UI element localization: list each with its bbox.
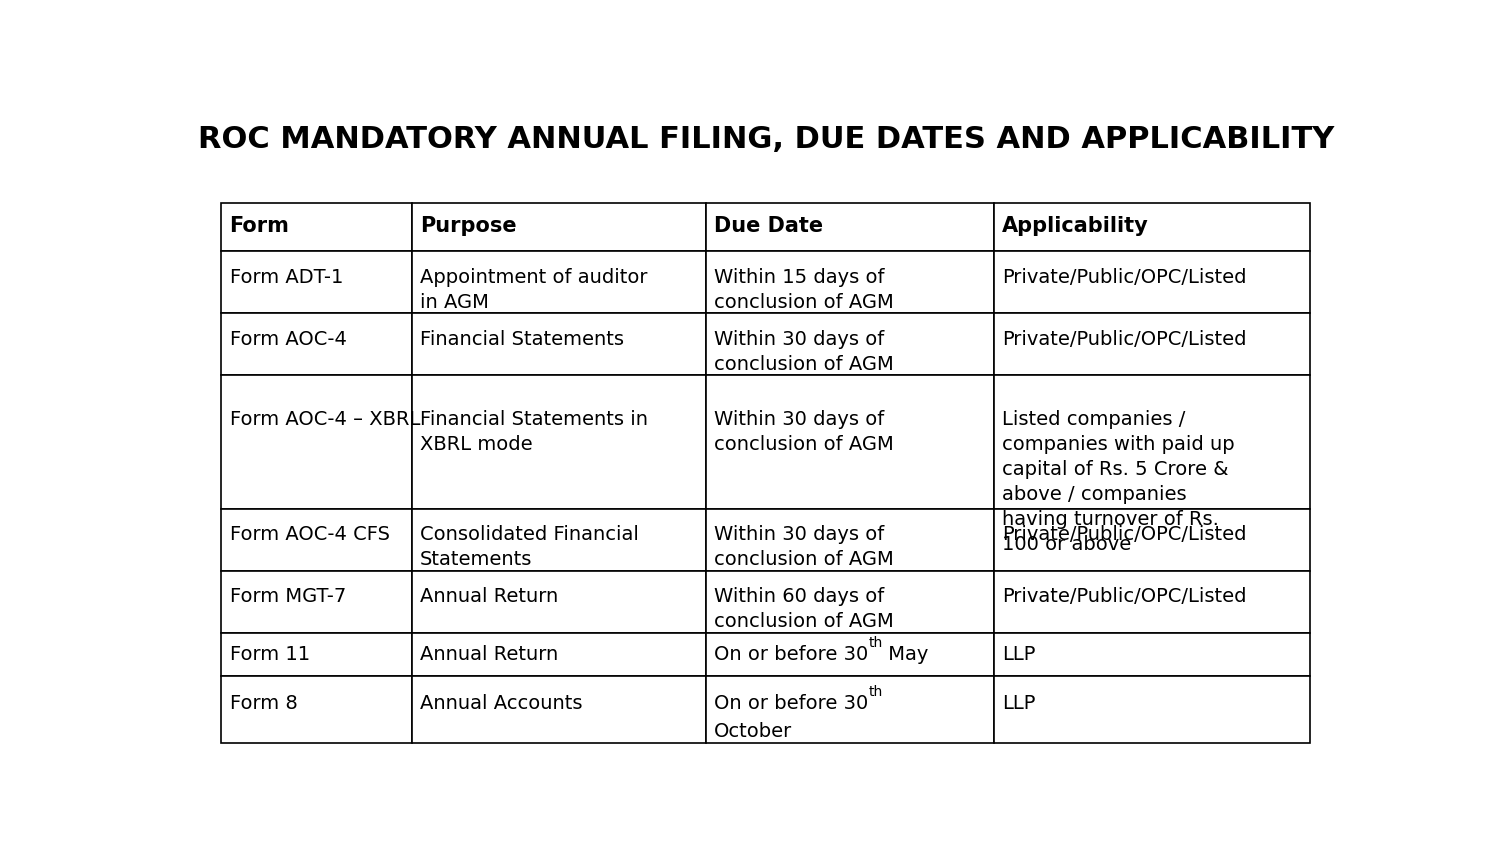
Bar (221, 676, 412, 743)
Text: Financial Statements: Financial Statements (420, 329, 624, 348)
Text: May: May (883, 644, 929, 663)
Text: Within 30 days of
conclusion of AGM: Within 30 days of conclusion of AGM (714, 329, 893, 374)
Text: Private/Public/OPC/Listed: Private/Public/OPC/Listed (1002, 267, 1247, 287)
Bar (705, 509, 994, 572)
Bar (412, 633, 705, 676)
Text: Applicability: Applicability (1002, 216, 1149, 236)
Text: On or before 30: On or before 30 (714, 644, 868, 663)
Bar (412, 572, 705, 633)
Bar (705, 376, 994, 509)
Text: Consolidated Financial
Statements: Consolidated Financial Statements (420, 525, 639, 569)
Bar (994, 376, 1310, 509)
Text: Form 11: Form 11 (230, 644, 309, 663)
Text: Appointment of auditor
in AGM: Appointment of auditor in AGM (420, 267, 647, 311)
Bar (705, 633, 994, 676)
Text: Within 30 days of
conclusion of AGM: Within 30 days of conclusion of AGM (714, 409, 893, 453)
Bar (221, 252, 412, 314)
Bar (705, 252, 994, 314)
Bar (412, 509, 705, 572)
Text: October: October (714, 721, 792, 740)
Text: On or before 30: On or before 30 (714, 693, 868, 711)
Text: Listed companies /
companies with paid up
capital of Rs. 5 Crore &
above / compa: Listed companies / companies with paid u… (1002, 409, 1236, 553)
Text: Form MGT-7: Form MGT-7 (230, 587, 345, 606)
Bar (221, 376, 412, 509)
Text: Private/Public/OPC/Listed: Private/Public/OPC/Listed (1002, 587, 1247, 606)
Text: Annual Accounts: Annual Accounts (420, 693, 583, 711)
Bar (994, 204, 1310, 252)
Text: Form AOC-4 CFS: Form AOC-4 CFS (230, 525, 390, 543)
Text: Within 15 days of
conclusion of AGM: Within 15 days of conclusion of AGM (714, 267, 893, 311)
Bar (412, 252, 705, 314)
Text: th: th (868, 635, 883, 649)
Bar (994, 676, 1310, 743)
Text: LLP: LLP (1002, 644, 1035, 663)
Bar (994, 314, 1310, 376)
Text: Due Date: Due Date (714, 216, 823, 236)
Bar (994, 252, 1310, 314)
Text: ROC MANDATORY ANNUAL FILING, DUE DATES AND APPLICABILITY: ROC MANDATORY ANNUAL FILING, DUE DATES A… (197, 125, 1334, 154)
Text: Form AOC-4 – XBRL: Form AOC-4 – XBRL (230, 409, 420, 428)
Text: Private/Public/OPC/Listed: Private/Public/OPC/Listed (1002, 329, 1247, 348)
Text: Form 8: Form 8 (230, 693, 297, 711)
Bar (412, 204, 705, 252)
Text: Private/Public/OPC/Listed: Private/Public/OPC/Listed (1002, 525, 1247, 543)
Bar (221, 509, 412, 572)
Text: Purpose: Purpose (420, 216, 517, 236)
Bar (412, 314, 705, 376)
Bar (705, 676, 994, 743)
Text: th: th (868, 684, 883, 698)
Bar (412, 676, 705, 743)
Bar (705, 572, 994, 633)
Bar (221, 204, 412, 252)
Bar (994, 572, 1310, 633)
Text: Annual Return: Annual Return (420, 644, 559, 663)
Text: Within 60 days of
conclusion of AGM: Within 60 days of conclusion of AGM (714, 587, 893, 630)
Bar (994, 509, 1310, 572)
Bar (994, 633, 1310, 676)
Text: Form: Form (230, 216, 290, 236)
Bar (705, 204, 994, 252)
Bar (221, 314, 412, 376)
Text: LLP: LLP (1002, 693, 1035, 711)
Text: Financial Statements in
XBRL mode: Financial Statements in XBRL mode (420, 409, 648, 453)
Bar (221, 572, 412, 633)
Bar (412, 376, 705, 509)
Bar (221, 633, 412, 676)
Text: Within 30 days of
conclusion of AGM: Within 30 days of conclusion of AGM (714, 525, 893, 569)
Text: Form ADT-1: Form ADT-1 (230, 267, 344, 287)
Bar (705, 314, 994, 376)
Text: Form AOC-4: Form AOC-4 (230, 329, 347, 348)
Text: Annual Return: Annual Return (420, 587, 559, 606)
